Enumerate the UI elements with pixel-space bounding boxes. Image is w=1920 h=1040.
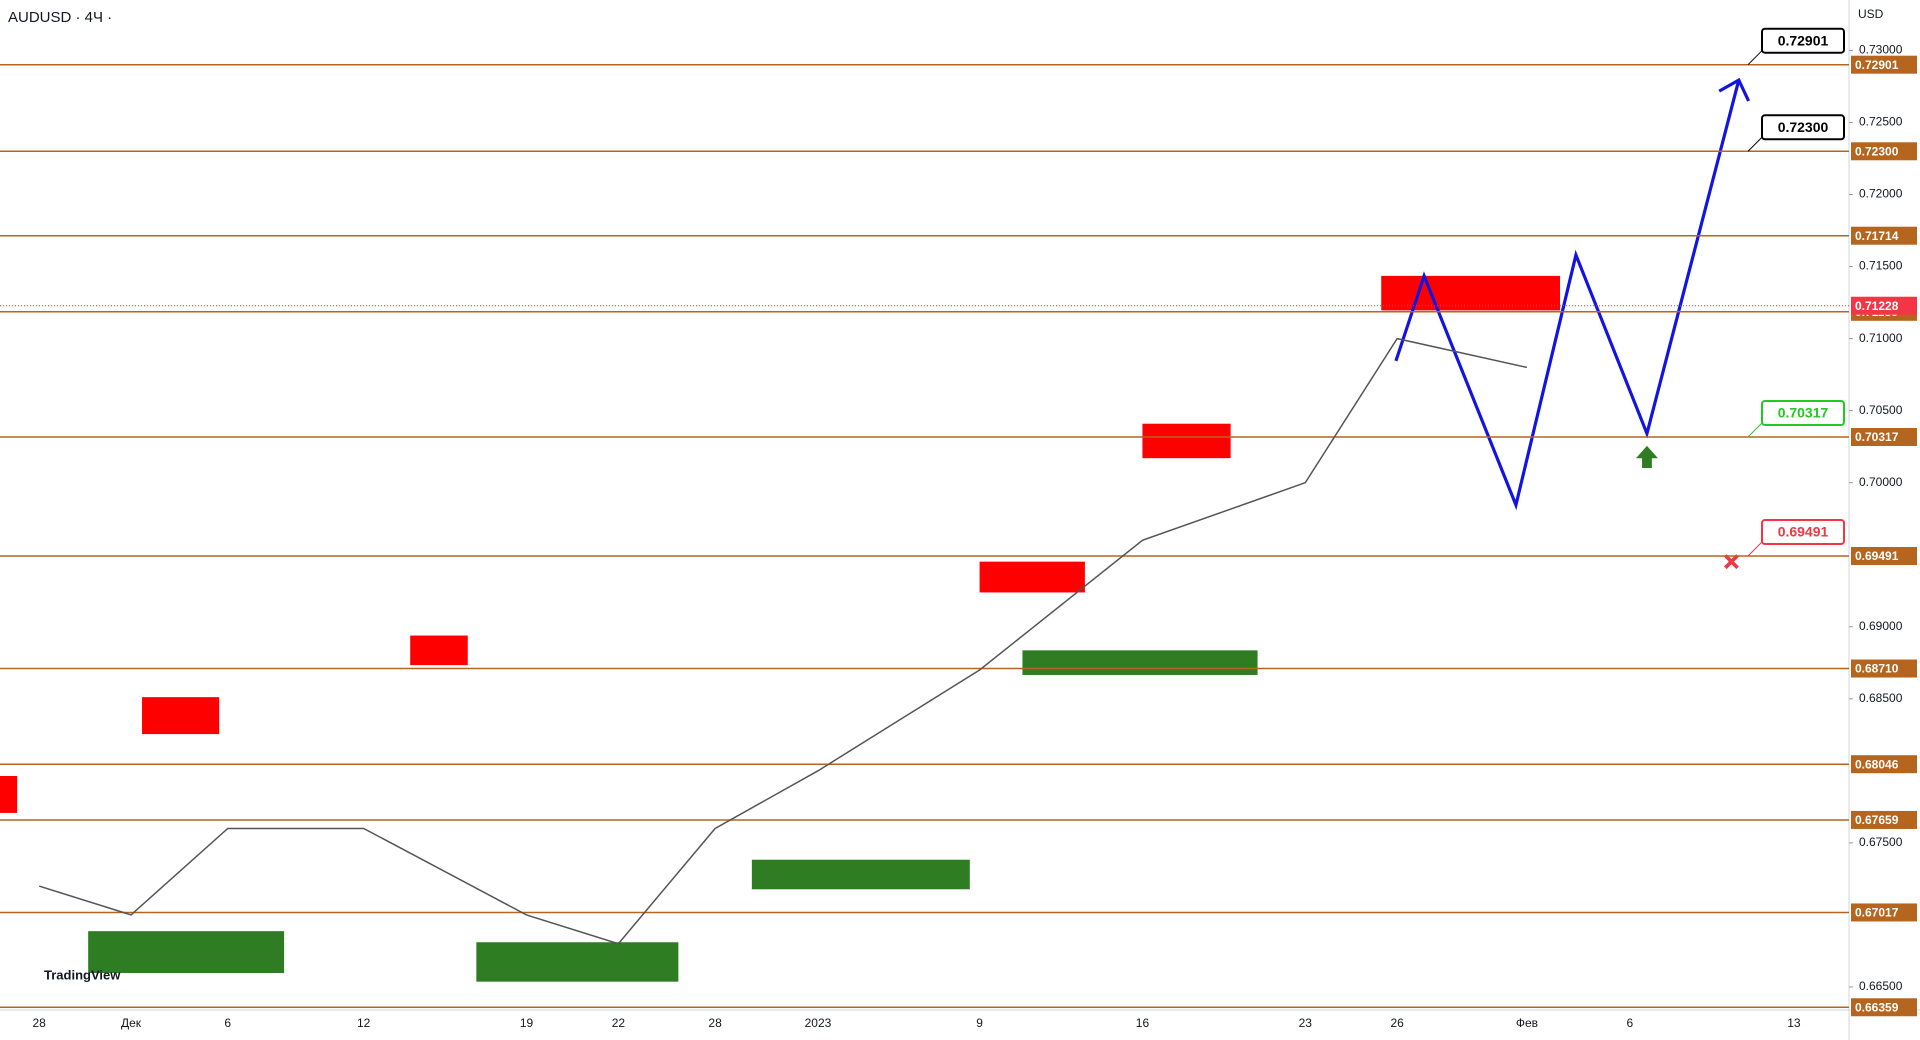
callout-leader [1747,541,1763,557]
level-label: 0.68710 [1855,662,1899,676]
x-tick-label: Дек [121,1016,142,1030]
level-tag [1851,427,1917,446]
x-tick-label: 28 [33,1016,47,1030]
level-label: 0.72300 [1855,144,1899,158]
y-tick-label: 0.66500 [1859,979,1903,993]
callout-box [1761,399,1845,426]
y-tick-label: 0.73000 [1859,43,1903,57]
drawings [0,77,1751,982]
projection-path [1394,79,1741,511]
x-tick-label: 16 [1136,1016,1150,1030]
price-tag [1851,296,1917,315]
y-tick-label: 0.69000 [1859,619,1903,633]
level-label: 0.68046 [1855,757,1899,771]
y-tick-label: 0.72000 [1859,187,1903,201]
y-tick-label: 0.67500 [1859,835,1903,849]
level-label: 0.67659 [1855,813,1899,827]
currency: USD [1858,7,1884,21]
x-tick-label: 22 [612,1016,626,1030]
x-tick-label: 28 [708,1016,722,1030]
x-tick-label: 23 [1299,1016,1313,1030]
level-tag [1851,755,1917,774]
callout-leader [1747,422,1763,438]
level-label: 0.70317 [1855,430,1899,444]
y-tick-label: 0.70500 [1859,403,1903,417]
callout-label: 0.72300 [1778,119,1829,135]
level-tag [1851,998,1917,1017]
level-label: 0.66359 [1855,1000,1899,1014]
level-tag [1851,810,1917,829]
x-tick-label: 6 [1626,1016,1633,1030]
level-label: 0.67017 [1855,906,1899,920]
callout-label: 0.70317 [1778,405,1829,421]
price-line [38,337,1528,945]
symbol: AUDUSD · 4Ч · [8,9,112,26]
up-arrow [1635,445,1658,469]
demand-zones [88,650,1258,982]
callout-box [1761,519,1845,546]
y-tick-label: 0.68500 [1859,691,1903,705]
callout-box [1761,114,1845,141]
callout-box [1761,27,1845,54]
callout-label: 0.69491 [1778,524,1829,540]
current-price-label: 0.71228 [1855,299,1899,313]
x-tick-label: 26 [1390,1016,1404,1030]
level-tag [1851,547,1917,566]
level-label: 0.69491 [1855,549,1899,563]
supply-zones [0,275,1561,813]
x-tick-label: 13 [1787,1016,1801,1030]
callout-leader [1747,50,1763,66]
stop-mark [1724,554,1739,570]
x-tick-label: 12 [357,1016,371,1030]
y-tick-label: 0.70000 [1859,475,1903,489]
level-tag [1851,142,1917,161]
level-tag [1851,659,1917,678]
level-label: 0.71714 [1855,229,1899,243]
x-tick-label: 9 [976,1016,983,1030]
x-tick-label: 19 [520,1016,534,1030]
brand: TradingView [44,967,121,982]
x-tick-label: Фев [1516,1016,1538,1030]
x-tick-label: 2023 [805,1016,832,1030]
level-tag [1851,226,1917,245]
level-tag [1851,55,1917,74]
callout-leader [1747,136,1763,152]
level-label: 0.72901 [1855,58,1899,72]
y-tick-label: 0.71500 [1859,259,1903,273]
arrow-head [1718,77,1751,102]
callout-label: 0.72901 [1778,32,1829,48]
level-tag [1851,903,1917,922]
y-tick-label: 0.71000 [1859,331,1903,345]
y-tick-label: 0.72500 [1859,115,1903,129]
x-tick-label: 6 [224,1016,231,1030]
